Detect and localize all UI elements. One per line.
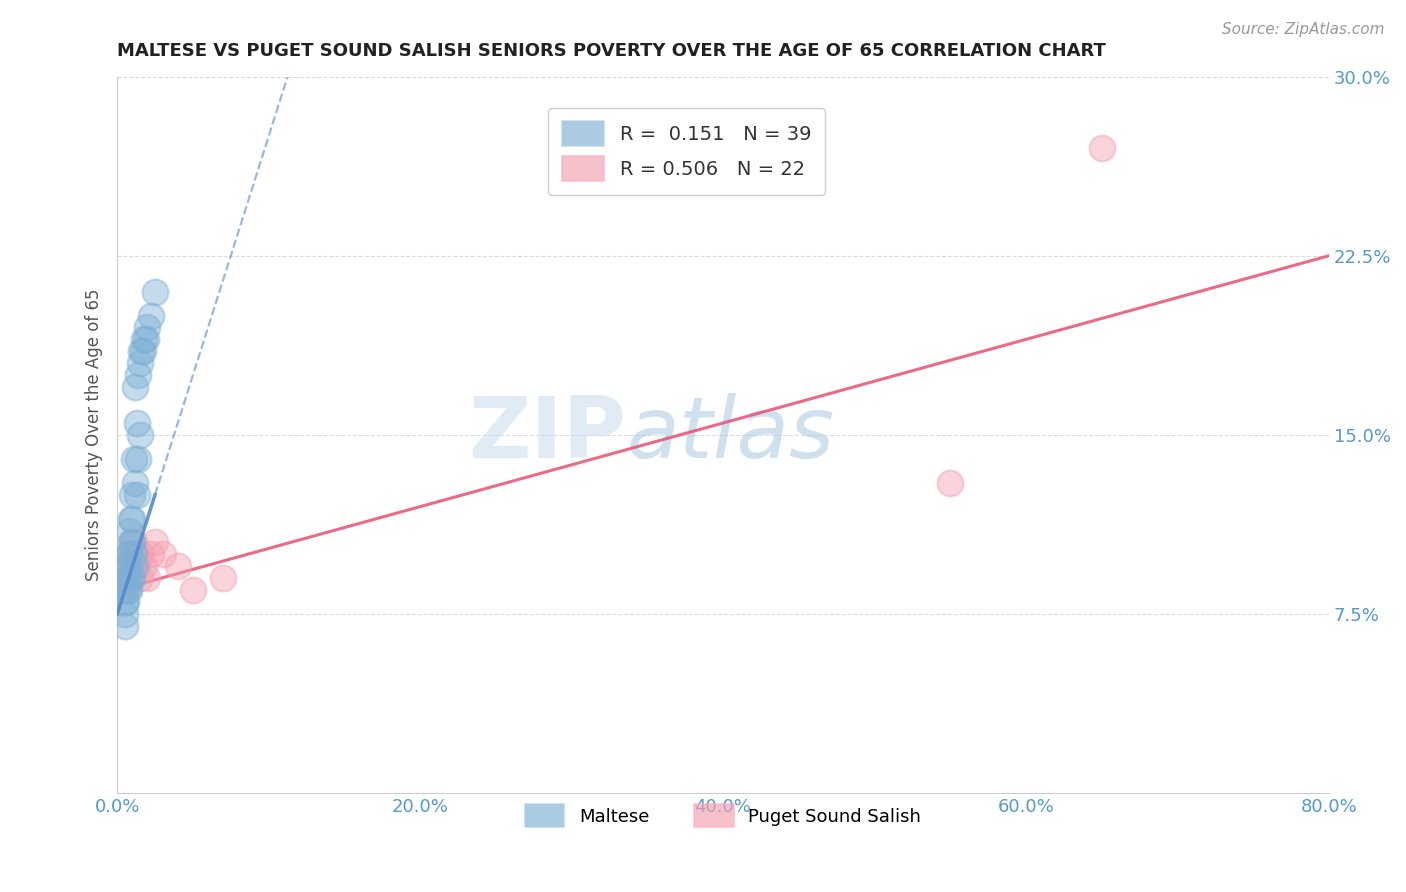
Point bbox=[122, 451, 145, 466]
Point bbox=[139, 548, 162, 562]
Point bbox=[117, 583, 139, 598]
Text: MALTESE VS PUGET SOUND SALISH SENIORS POVERTY OVER THE AGE OF 65 CORRELATION CHA: MALTESE VS PUGET SOUND SALISH SENIORS PO… bbox=[117, 42, 1107, 60]
Point bbox=[939, 475, 962, 490]
Point bbox=[117, 548, 139, 562]
Point bbox=[1090, 141, 1112, 155]
Point bbox=[212, 571, 235, 585]
Point bbox=[166, 559, 188, 574]
Point bbox=[118, 548, 141, 562]
Point bbox=[125, 416, 148, 430]
Text: Source: ZipAtlas.com: Source: ZipAtlas.com bbox=[1222, 22, 1385, 37]
Point bbox=[118, 559, 141, 574]
Point bbox=[114, 595, 136, 609]
Point bbox=[117, 571, 139, 585]
Point bbox=[115, 559, 138, 574]
Point bbox=[181, 583, 204, 598]
Point bbox=[136, 320, 159, 334]
Text: atlas: atlas bbox=[626, 393, 834, 476]
Point bbox=[121, 535, 143, 549]
Point bbox=[129, 356, 152, 370]
Y-axis label: Seniors Poverty Over the Age of 65: Seniors Poverty Over the Age of 65 bbox=[86, 289, 103, 582]
Point bbox=[120, 571, 142, 585]
Point bbox=[120, 535, 142, 549]
Point bbox=[135, 332, 157, 346]
Point bbox=[121, 571, 143, 585]
Point bbox=[118, 524, 141, 538]
Point bbox=[120, 511, 142, 525]
Point bbox=[143, 535, 166, 549]
Point bbox=[120, 559, 142, 574]
Point bbox=[127, 548, 149, 562]
Point bbox=[114, 607, 136, 622]
Point bbox=[125, 488, 148, 502]
Point bbox=[127, 368, 149, 383]
Point bbox=[134, 559, 156, 574]
Point bbox=[131, 344, 153, 359]
Point bbox=[115, 571, 138, 585]
Point bbox=[125, 559, 148, 574]
Point bbox=[118, 583, 141, 598]
Point bbox=[121, 511, 143, 525]
Point bbox=[115, 571, 138, 585]
Point bbox=[124, 548, 146, 562]
Point bbox=[118, 548, 141, 562]
Point bbox=[131, 548, 153, 562]
Point bbox=[114, 583, 136, 598]
Point bbox=[127, 451, 149, 466]
Point bbox=[117, 559, 139, 574]
Point bbox=[136, 571, 159, 585]
Text: ZIP: ZIP bbox=[468, 393, 626, 476]
Point bbox=[121, 548, 143, 562]
Point bbox=[132, 344, 155, 359]
Point bbox=[124, 380, 146, 394]
Point bbox=[152, 548, 174, 562]
Legend: Maltese, Puget Sound Salish: Maltese, Puget Sound Salish bbox=[517, 797, 928, 835]
Point bbox=[129, 428, 152, 442]
Point bbox=[124, 475, 146, 490]
Point bbox=[134, 332, 156, 346]
Point bbox=[121, 488, 143, 502]
Point bbox=[122, 548, 145, 562]
Point bbox=[114, 583, 136, 598]
Point bbox=[129, 571, 152, 585]
Point bbox=[124, 559, 146, 574]
Point bbox=[114, 619, 136, 633]
Point bbox=[122, 535, 145, 549]
Point bbox=[115, 595, 138, 609]
Point bbox=[139, 309, 162, 323]
Point bbox=[143, 285, 166, 299]
